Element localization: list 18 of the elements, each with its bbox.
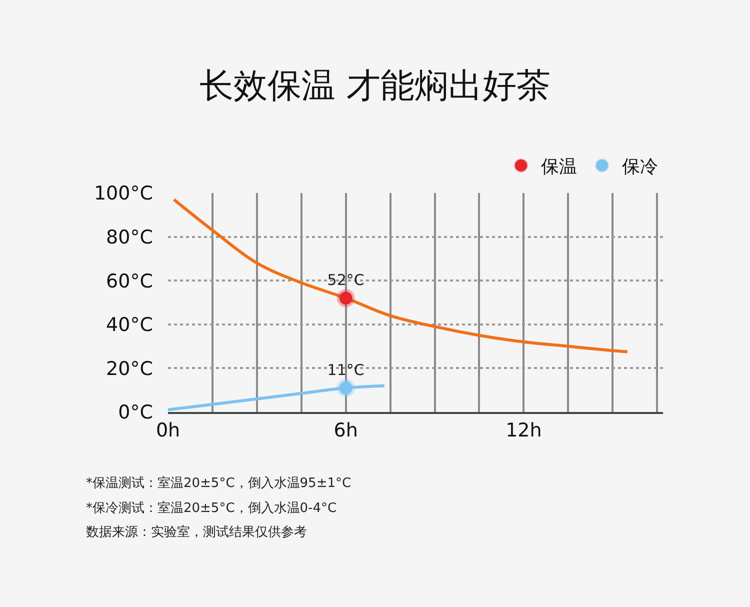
y-tick-label: 60°C: [106, 270, 153, 292]
legend-label: 保冷: [622, 156, 658, 178]
x-tick-label: 6h: [334, 420, 358, 442]
y-tick-label: 20°C: [106, 358, 153, 380]
y-tick-label: 40°C: [106, 314, 153, 336]
line-series: [172, 198, 629, 354]
y-tick-label: 80°C: [106, 226, 153, 248]
y-tick-label: 0°C: [118, 402, 153, 424]
x-tick-label: 0h: [156, 420, 180, 442]
y-tick-label: 100°C: [94, 182, 153, 205]
text: *保冷测试：室温20±5°C，倒入水温0-4°C: [86, 500, 337, 516]
legend-label: 保温: [541, 156, 577, 178]
data-label: 11°C: [327, 361, 364, 380]
text: *保温测试：室温20±5°C，倒入水温95±1°C: [86, 475, 352, 491]
x-tick-label: 12h: [506, 420, 542, 442]
chart-title: 长效保温 才能焖出好茶: [200, 66, 550, 106]
source-note: 数据来源：实验室，测试结果仅供参考: [86, 524, 307, 540]
data-label: 52°C: [327, 271, 364, 290]
